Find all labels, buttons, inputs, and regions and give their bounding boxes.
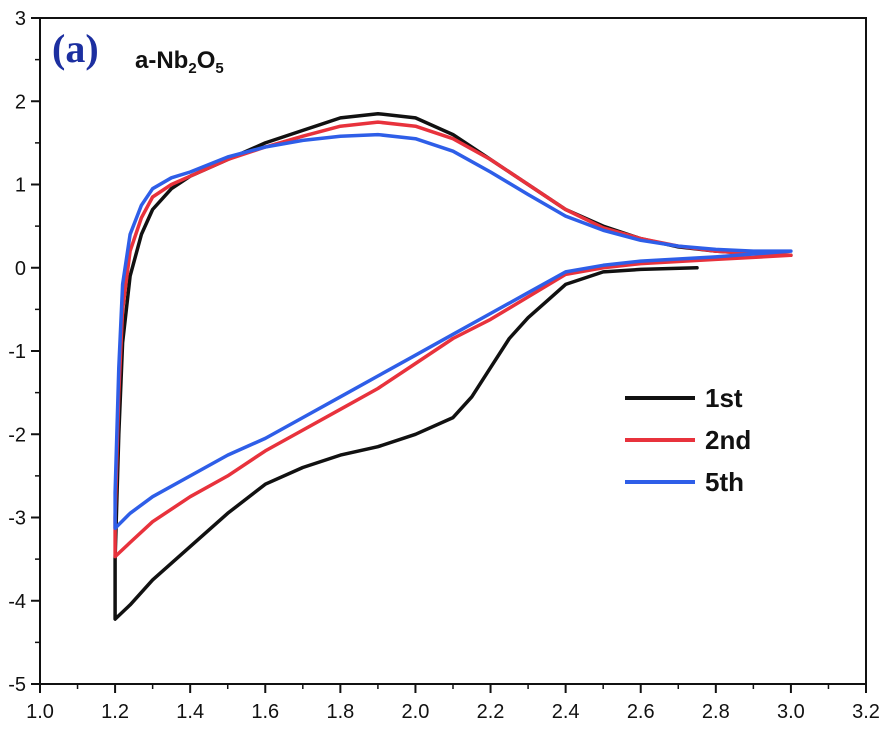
x-tick-label: 1.4	[176, 701, 204, 723]
x-tick-label: 1.0	[26, 701, 54, 723]
y-tick-label: -4	[8, 591, 26, 613]
series-layer	[113, 111, 793, 621]
x-tick-label: 3.0	[777, 701, 805, 723]
legend-label-1st: 1st	[705, 383, 743, 413]
x-tick-label: 2.2	[477, 701, 505, 723]
y-tick-label: -5	[8, 674, 26, 696]
x-axis: 1.0 1.2 1.4 1.6 1.8 2.0 2.2 2.4 2.6 2.8 3.0 3.2	[26, 684, 880, 723]
x-tick-label: 2.6	[627, 701, 655, 723]
y-tick-label: 1	[15, 175, 26, 197]
y-tick-label: -1	[8, 341, 26, 363]
y-axis: -5 -4 -3 -2 -1 0 1 2 3	[8, 8, 40, 696]
legend: 1st 2nd 5th	[625, 383, 751, 497]
x-tick-label: 2.4	[552, 701, 580, 723]
y-tick-label: 0	[15, 258, 26, 280]
panel-label: (a)	[52, 26, 99, 71]
plot-frame	[39, 17, 867, 685]
series-line-2nd	[113, 120, 793, 559]
legend-label-5th: 5th	[705, 467, 744, 497]
x-tick-label: 1.6	[251, 701, 279, 723]
x-tick-label: 2.0	[402, 701, 430, 723]
y-tick-label: 2	[15, 91, 26, 113]
series-line-1st	[113, 111, 793, 621]
y-tick-label: 3	[15, 8, 26, 30]
legend-label-2nd: 2nd	[705, 425, 751, 455]
chart-title: a-Nb2O5	[135, 47, 224, 77]
x-tick-label: 2.8	[702, 701, 730, 723]
y-tick-label: -3	[8, 508, 26, 530]
x-tick-label: 1.2	[101, 701, 129, 723]
x-tick-label: 3.2	[852, 701, 880, 723]
x-tick-label: 1.8	[326, 701, 354, 723]
y-tick-label: -2	[8, 424, 26, 446]
series-line-5th	[113, 132, 793, 531]
